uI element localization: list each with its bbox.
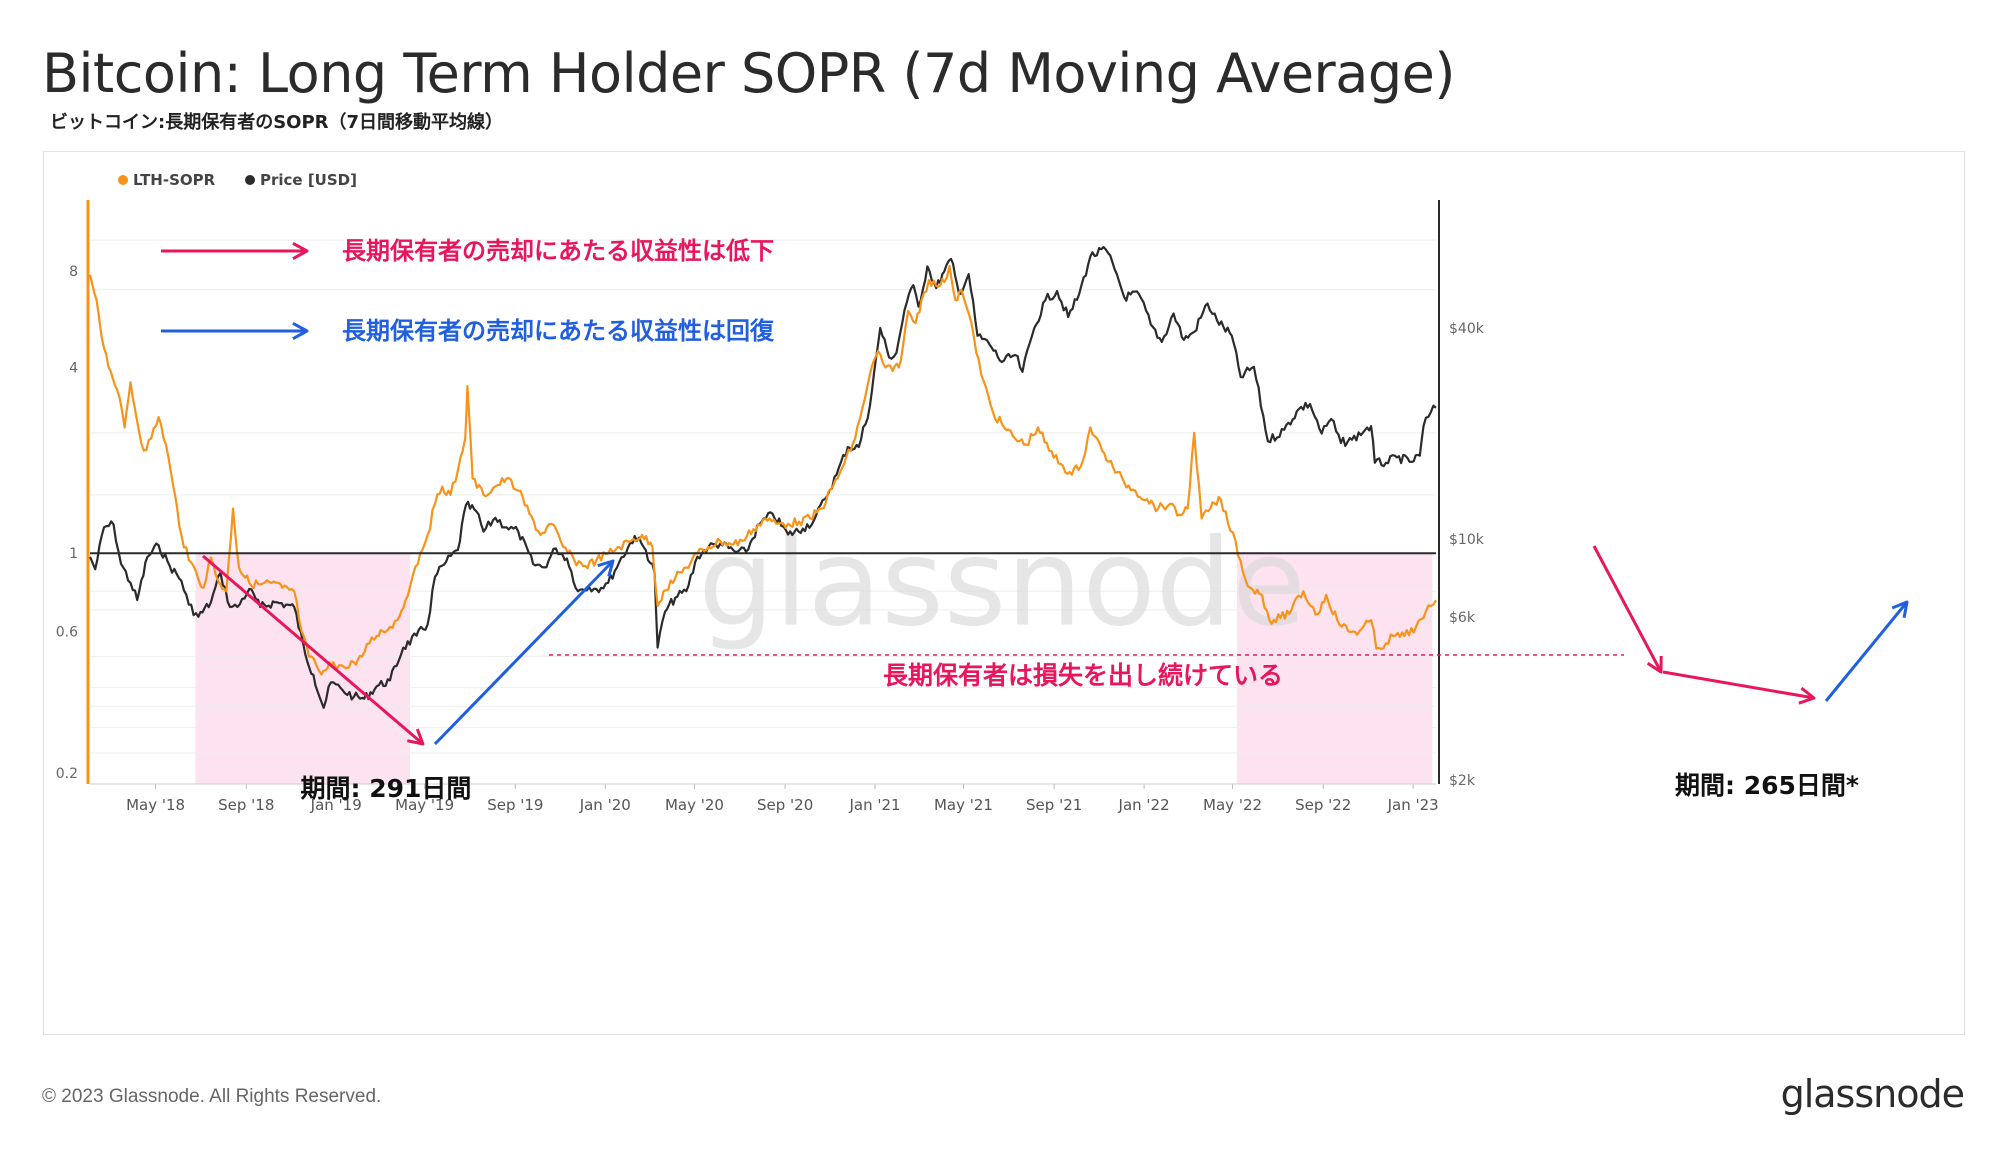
arrow-2022-decline-2-head: [1798, 686, 1816, 705]
y-left-tick-label: 0.2: [56, 766, 78, 782]
x-tick-label: May '22: [1203, 796, 1262, 814]
grid-layer: [90, 239, 1436, 754]
arrow-2022-decline: [1592, 545, 1663, 674]
legend-label-price[interactable]: Price [USD]: [260, 171, 357, 189]
x-tick-label: Sep '18: [218, 796, 274, 814]
arrow-2018-decline: [202, 554, 425, 746]
y-right-tick-label: $2k: [1449, 773, 1476, 789]
y-left-tick-label: 0.6: [56, 624, 78, 640]
y-right-tick-label: $10k: [1449, 532, 1485, 548]
chart-frame: glassnode 8 4 1 0.6 0.2 $40k $10k $6k $2k May '18…: [43, 151, 1965, 1035]
arrow-2022-decline-2-shaft: [1662, 670, 1815, 700]
arrow-2018-recover-head: [597, 559, 615, 577]
x-tick-label: May '19: [395, 796, 454, 814]
y-right-tick-label: $40k: [1449, 321, 1485, 337]
x-tick-label: Sep '22: [1295, 796, 1351, 814]
chart-title: Bitcoin: Long Term Holder SOPR (7d Movin…: [42, 42, 1455, 105]
axis-layer: 8 4 1 0.6 0.2 $40k $10k $6k $2k May '18 Sep '18 Jan…: [56, 200, 1485, 814]
watermark: glassnode: [698, 515, 1306, 654]
period-label-2022: 期間: 265日間*: [1675, 771, 1859, 800]
x-tick-label: Sep '20: [757, 796, 813, 814]
arrow-2022-decline-head: [1646, 655, 1663, 674]
x-tick-label: Sep '19: [487, 796, 543, 814]
copyright-notice: © 2023 Glassnode. All Rights Reserved.: [42, 1086, 382, 1107]
y-left-tick-label: 4: [69, 361, 78, 377]
x-tick-label: May '20: [665, 796, 724, 814]
x-tick-label: Jan '20: [579, 796, 631, 814]
x-tick-label: Jan '23: [1387, 796, 1439, 814]
arrow-2022-decline-2: [1662, 670, 1816, 705]
series-layer: [88, 246, 1437, 709]
y-left-tick-label: 1: [69, 546, 78, 562]
annotation-decline-label: 長期保有者の売却にあたる収益性は低下: [342, 237, 774, 265]
chart-canvas: glassnode 8 4 1 0.6 0.2 $40k $10k $6k $2k May '18…: [56, 171, 1909, 814]
arrow-2018-decline-head: [407, 728, 425, 746]
arrow-2018-recover-shaft: [433, 559, 615, 746]
legend-marker-price: [245, 175, 255, 185]
chart-legend[interactable]: LTH-SOPR Price [USD]: [118, 171, 357, 189]
glassnode-logo: glassnode: [1780, 1072, 1965, 1116]
arrow-2022-decline-shaft: [1592, 545, 1663, 673]
arrow-2022-recover-shaft: [1824, 601, 1909, 702]
chart-subtitle: ビットコイン:長期保有者のSOPR（7日間移動平均線）: [50, 112, 504, 133]
period-label-2018: 期間: 291日間: [301, 774, 472, 803]
arrow-2018-decline-shaft: [202, 554, 424, 746]
arrow-2022-recover-head: [1891, 600, 1909, 619]
legend-arrow-recover: [161, 322, 309, 340]
arrow-2018-recover: [433, 559, 615, 746]
y-left-tick-label: 8: [69, 264, 78, 280]
lth-sopr-series-line[interactable]: [88, 264, 1437, 676]
y-right-tick-label: $6k: [1449, 610, 1476, 626]
x-tick-label: Jan '22: [1118, 796, 1170, 814]
arrow-2022-recover: [1824, 600, 1909, 702]
annotation-continuing-loss: 長期保有者は損失を出し続けている: [883, 661, 1283, 690]
legend-arrow-decline: [161, 242, 309, 260]
annotation-recover-label: 長期保有者の売却にあたる収益性は回復: [342, 317, 775, 345]
annotation-layer: 長期保有者の売却にあたる収益性は低下長期保有者の売却にあたる収益性は回復長期保有…: [90, 237, 1909, 803]
legend-arrow-recover-head: [292, 322, 309, 340]
legend-marker-sopr: [118, 175, 128, 185]
x-tick-label: May '21: [934, 796, 993, 814]
legend-label-sopr[interactable]: LTH-SOPR: [133, 171, 216, 189]
x-tick-label: Jan '21: [848, 796, 900, 814]
legend-arrow-decline-head: [292, 242, 309, 260]
x-tick-label: May '18: [126, 796, 185, 814]
x-tick-label: Sep '21: [1026, 796, 1082, 814]
x-tick-label: Jan '19: [310, 796, 362, 814]
